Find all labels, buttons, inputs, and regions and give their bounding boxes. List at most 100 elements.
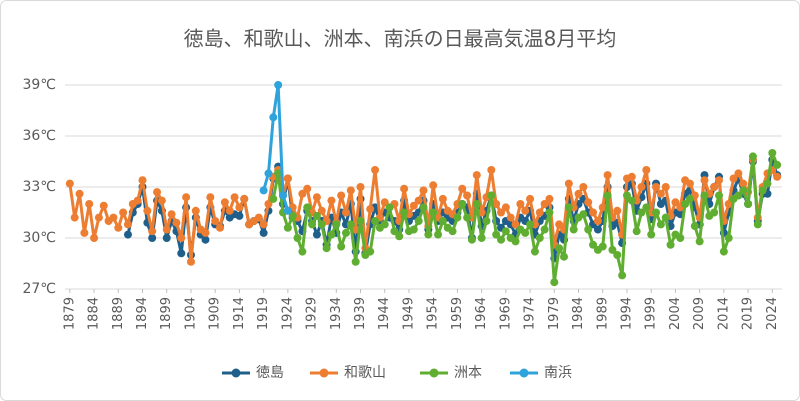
data-point — [177, 249, 186, 258]
legend-marker — [429, 368, 439, 378]
data-point — [153, 188, 162, 197]
data-point — [627, 196, 636, 205]
data-point — [579, 210, 588, 219]
data-point — [627, 172, 636, 181]
data-point — [312, 193, 321, 202]
data-point — [497, 208, 506, 217]
data-point — [695, 237, 704, 246]
data-point — [346, 220, 355, 229]
data-point — [269, 194, 278, 203]
data-point — [593, 217, 602, 225]
data-point — [739, 179, 748, 188]
data-point — [341, 228, 350, 237]
data-point — [429, 208, 438, 217]
data-point — [700, 191, 709, 200]
data-point — [235, 211, 244, 220]
data-point — [312, 211, 321, 220]
data-point — [492, 200, 501, 208]
data-point — [283, 174, 292, 183]
data-point — [492, 230, 501, 239]
x-tick-label: 1919 — [256, 297, 271, 330]
data-point — [642, 203, 651, 212]
data-point — [400, 208, 409, 217]
data-point — [317, 220, 326, 229]
data-point — [724, 200, 733, 208]
y-tick-label: 39℃ — [22, 77, 56, 93]
data-point — [748, 152, 757, 161]
data-point — [274, 169, 283, 178]
data-point — [206, 193, 215, 202]
data-point — [598, 242, 607, 251]
data-point — [497, 235, 506, 244]
data-point — [322, 244, 331, 253]
legend-label: 南浜 — [544, 365, 572, 381]
data-point — [685, 194, 694, 203]
data-point — [535, 208, 544, 217]
data-point — [356, 217, 365, 225]
data-point — [269, 113, 278, 122]
data-point — [429, 181, 438, 190]
x-tick-label: 1959 — [450, 297, 465, 330]
y-tick-label: 30℃ — [22, 230, 56, 246]
x-tick-label: 1989 — [595, 297, 610, 330]
x-tick-label: 2014 — [716, 297, 731, 330]
x-tick-label: 1934 — [329, 297, 344, 330]
x-tick-label: 1939 — [353, 297, 368, 330]
data-point — [463, 213, 472, 222]
data-point — [327, 196, 336, 205]
x-tick-label: 1904 — [183, 297, 198, 330]
data-point — [501, 227, 510, 236]
data-point — [763, 179, 772, 188]
data-point — [371, 166, 380, 174]
data-point — [230, 193, 239, 202]
data-point — [143, 206, 152, 215]
data-point — [773, 160, 782, 169]
x-tick-label: 1894 — [135, 297, 150, 330]
data-point — [685, 179, 694, 188]
data-point — [540, 200, 549, 208]
x-tick-label: 2004 — [668, 297, 683, 330]
data-point — [724, 234, 733, 242]
x-tick-label: 1994 — [619, 297, 634, 330]
data-point — [109, 213, 118, 222]
data-point — [279, 191, 288, 200]
data-point — [545, 208, 554, 217]
data-point — [739, 186, 748, 195]
data-point — [467, 235, 476, 244]
x-tick-label: 1974 — [523, 297, 538, 330]
data-point — [603, 171, 612, 180]
data-point — [380, 198, 389, 207]
data-point — [182, 193, 191, 202]
data-point — [448, 227, 457, 236]
data-point — [734, 169, 743, 178]
data-point — [511, 237, 520, 246]
x-tick-label: 1899 — [159, 297, 174, 330]
data-point — [569, 225, 578, 234]
data-point — [530, 247, 539, 256]
data-point — [555, 220, 564, 229]
data-point — [254, 213, 263, 222]
data-point — [99, 201, 108, 210]
data-point — [303, 184, 312, 193]
data-point — [351, 225, 360, 234]
data-point — [341, 208, 350, 217]
data-point — [482, 217, 491, 225]
x-tick-label: 2019 — [741, 297, 756, 330]
data-point — [220, 198, 229, 207]
x-tick-label: 1954 — [426, 297, 441, 330]
data-point — [521, 228, 530, 237]
data-point — [574, 189, 583, 198]
data-point — [564, 203, 573, 212]
legend-label: 和歌山 — [344, 365, 386, 381]
data-point — [463, 191, 472, 200]
data-point — [656, 220, 665, 229]
data-point — [80, 228, 89, 237]
data-point — [734, 191, 743, 200]
data-point — [472, 200, 481, 208]
data-point — [700, 176, 709, 185]
data-point — [288, 211, 297, 220]
data-point — [661, 213, 670, 222]
data-point — [337, 191, 346, 200]
legend-marker — [519, 368, 529, 378]
